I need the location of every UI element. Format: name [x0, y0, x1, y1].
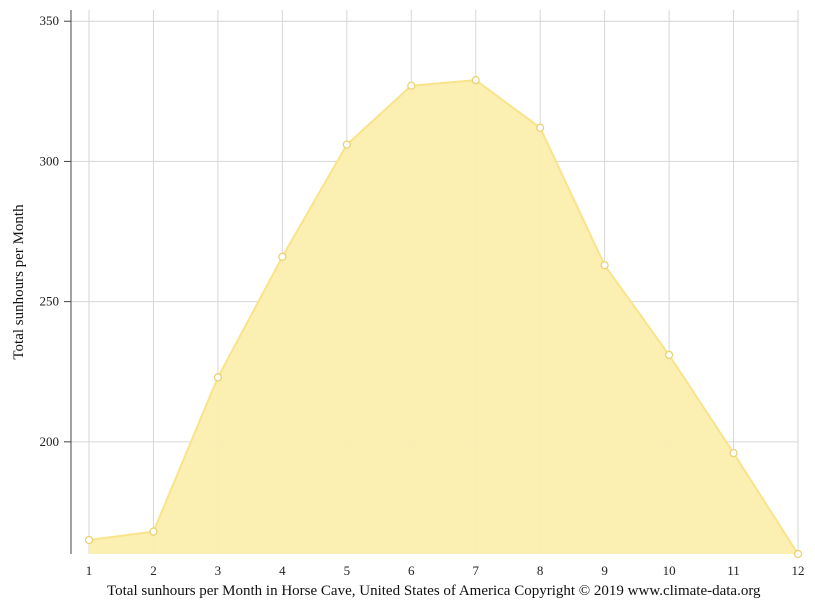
y-tick-label-250: 250: [40, 294, 60, 309]
area-fill: [89, 80, 798, 555]
x-tick-label-4: 4: [279, 563, 286, 578]
x-tick-label-11: 11: [727, 563, 740, 578]
data-points: [84, 76, 803, 559]
x-tick-label-10: 10: [663, 563, 676, 578]
x-tick-label-6: 6: [408, 563, 415, 578]
y-ticks: 200 250 300 350: [40, 13, 71, 449]
data-point-4: [278, 252, 287, 261]
x-tick-label-12: 12: [792, 563, 805, 578]
y-axis-title: Total sunhours per Month: [11, 204, 27, 360]
x-ticks: 1 2 3 4 5 6 7 8 9 10 11 12: [86, 563, 805, 578]
x-tick-label-2: 2: [150, 563, 157, 578]
x-tick-label-5: 5: [344, 563, 351, 578]
y-tick-label-350: 350: [40, 13, 60, 28]
data-point-8: [536, 123, 545, 132]
data-point-11: [729, 448, 738, 458]
x-tick-label-1: 1: [86, 563, 93, 578]
chart-caption: Total sunhours per Month in Horse Cave, …: [107, 583, 761, 599]
data-point-5: [342, 140, 351, 149]
data-point-10: [664, 350, 674, 360]
series-line: [88, 79, 799, 555]
data-point-2: [149, 527, 158, 536]
x-tick-label-7: 7: [472, 563, 479, 578]
data-point-6: [407, 81, 416, 90]
data-point-9: [600, 261, 609, 270]
y-tick-label-200: 200: [40, 434, 60, 449]
data-point-12: [793, 549, 803, 559]
data-point-7: [471, 76, 480, 85]
data-point-3: [213, 373, 223, 382]
y-tick-label-300: 300: [40, 153, 60, 168]
x-tick-label-9: 9: [601, 563, 608, 578]
data-point-1: [84, 535, 94, 545]
x-tick-label-8: 8: [537, 563, 544, 578]
x-tick-label-3: 3: [215, 563, 222, 578]
